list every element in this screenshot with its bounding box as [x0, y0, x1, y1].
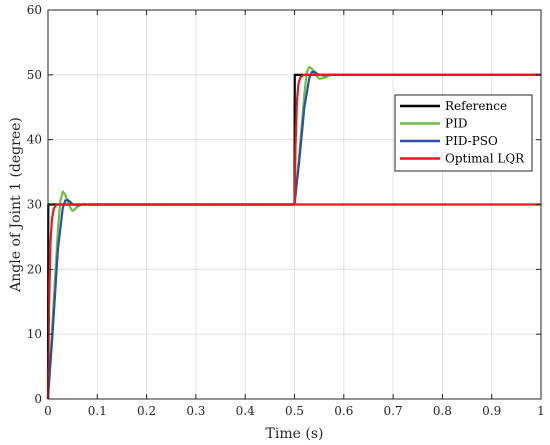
y-tick-label: 20 [27, 262, 42, 276]
x-tick-label: 0.7 [384, 404, 403, 418]
x-tick-label: 0.1 [88, 404, 107, 418]
legend-label: PID [445, 117, 467, 131]
y-tick-label: 0 [34, 392, 42, 406]
x-tick-label: 0.9 [482, 404, 501, 418]
y-axis-label: Angle of Joint 1 (degree) [8, 117, 24, 293]
x-axis-label: Time (s) [266, 426, 324, 442]
x-tick-label: 0.8 [433, 404, 452, 418]
x-tick-label: 0.3 [186, 404, 205, 418]
legend-items: Reference PID PID-PSO Optimal LQR [400, 99, 525, 166]
x-tick-label: 1 [537, 404, 545, 418]
y-tick-label: 60 [27, 3, 42, 17]
x-tick-label: 0.5 [285, 404, 304, 418]
legend-label: Optimal LQR [445, 152, 525, 166]
y-tick-label: 10 [27, 327, 42, 341]
legend: Reference PID PID-PSO Optimal LQR [394, 94, 533, 172]
axis-ticks: 0 0.1 0.2 0.3 0.4 0.5 0.6 0.7 0.8 0.9 101020304050… [27, 3, 545, 418]
legend-label: Reference [445, 99, 507, 113]
series-lines [46, 65, 541, 400]
legend-label: PID-PSO [445, 134, 498, 148]
series-line-optimal-lqr-step2 [293, 73, 541, 205]
x-tick-label: 0 [44, 404, 52, 418]
series-line-optimal-lqr [46, 203, 541, 400]
x-tick-label: 0.2 [137, 404, 156, 418]
y-tick-label: 50 [27, 68, 42, 82]
y-tick-label: 30 [27, 198, 42, 212]
y-tick-label: 40 [27, 133, 42, 147]
x-tick-label: 0.4 [236, 404, 255, 418]
x-tick-label: 0.6 [334, 404, 353, 418]
